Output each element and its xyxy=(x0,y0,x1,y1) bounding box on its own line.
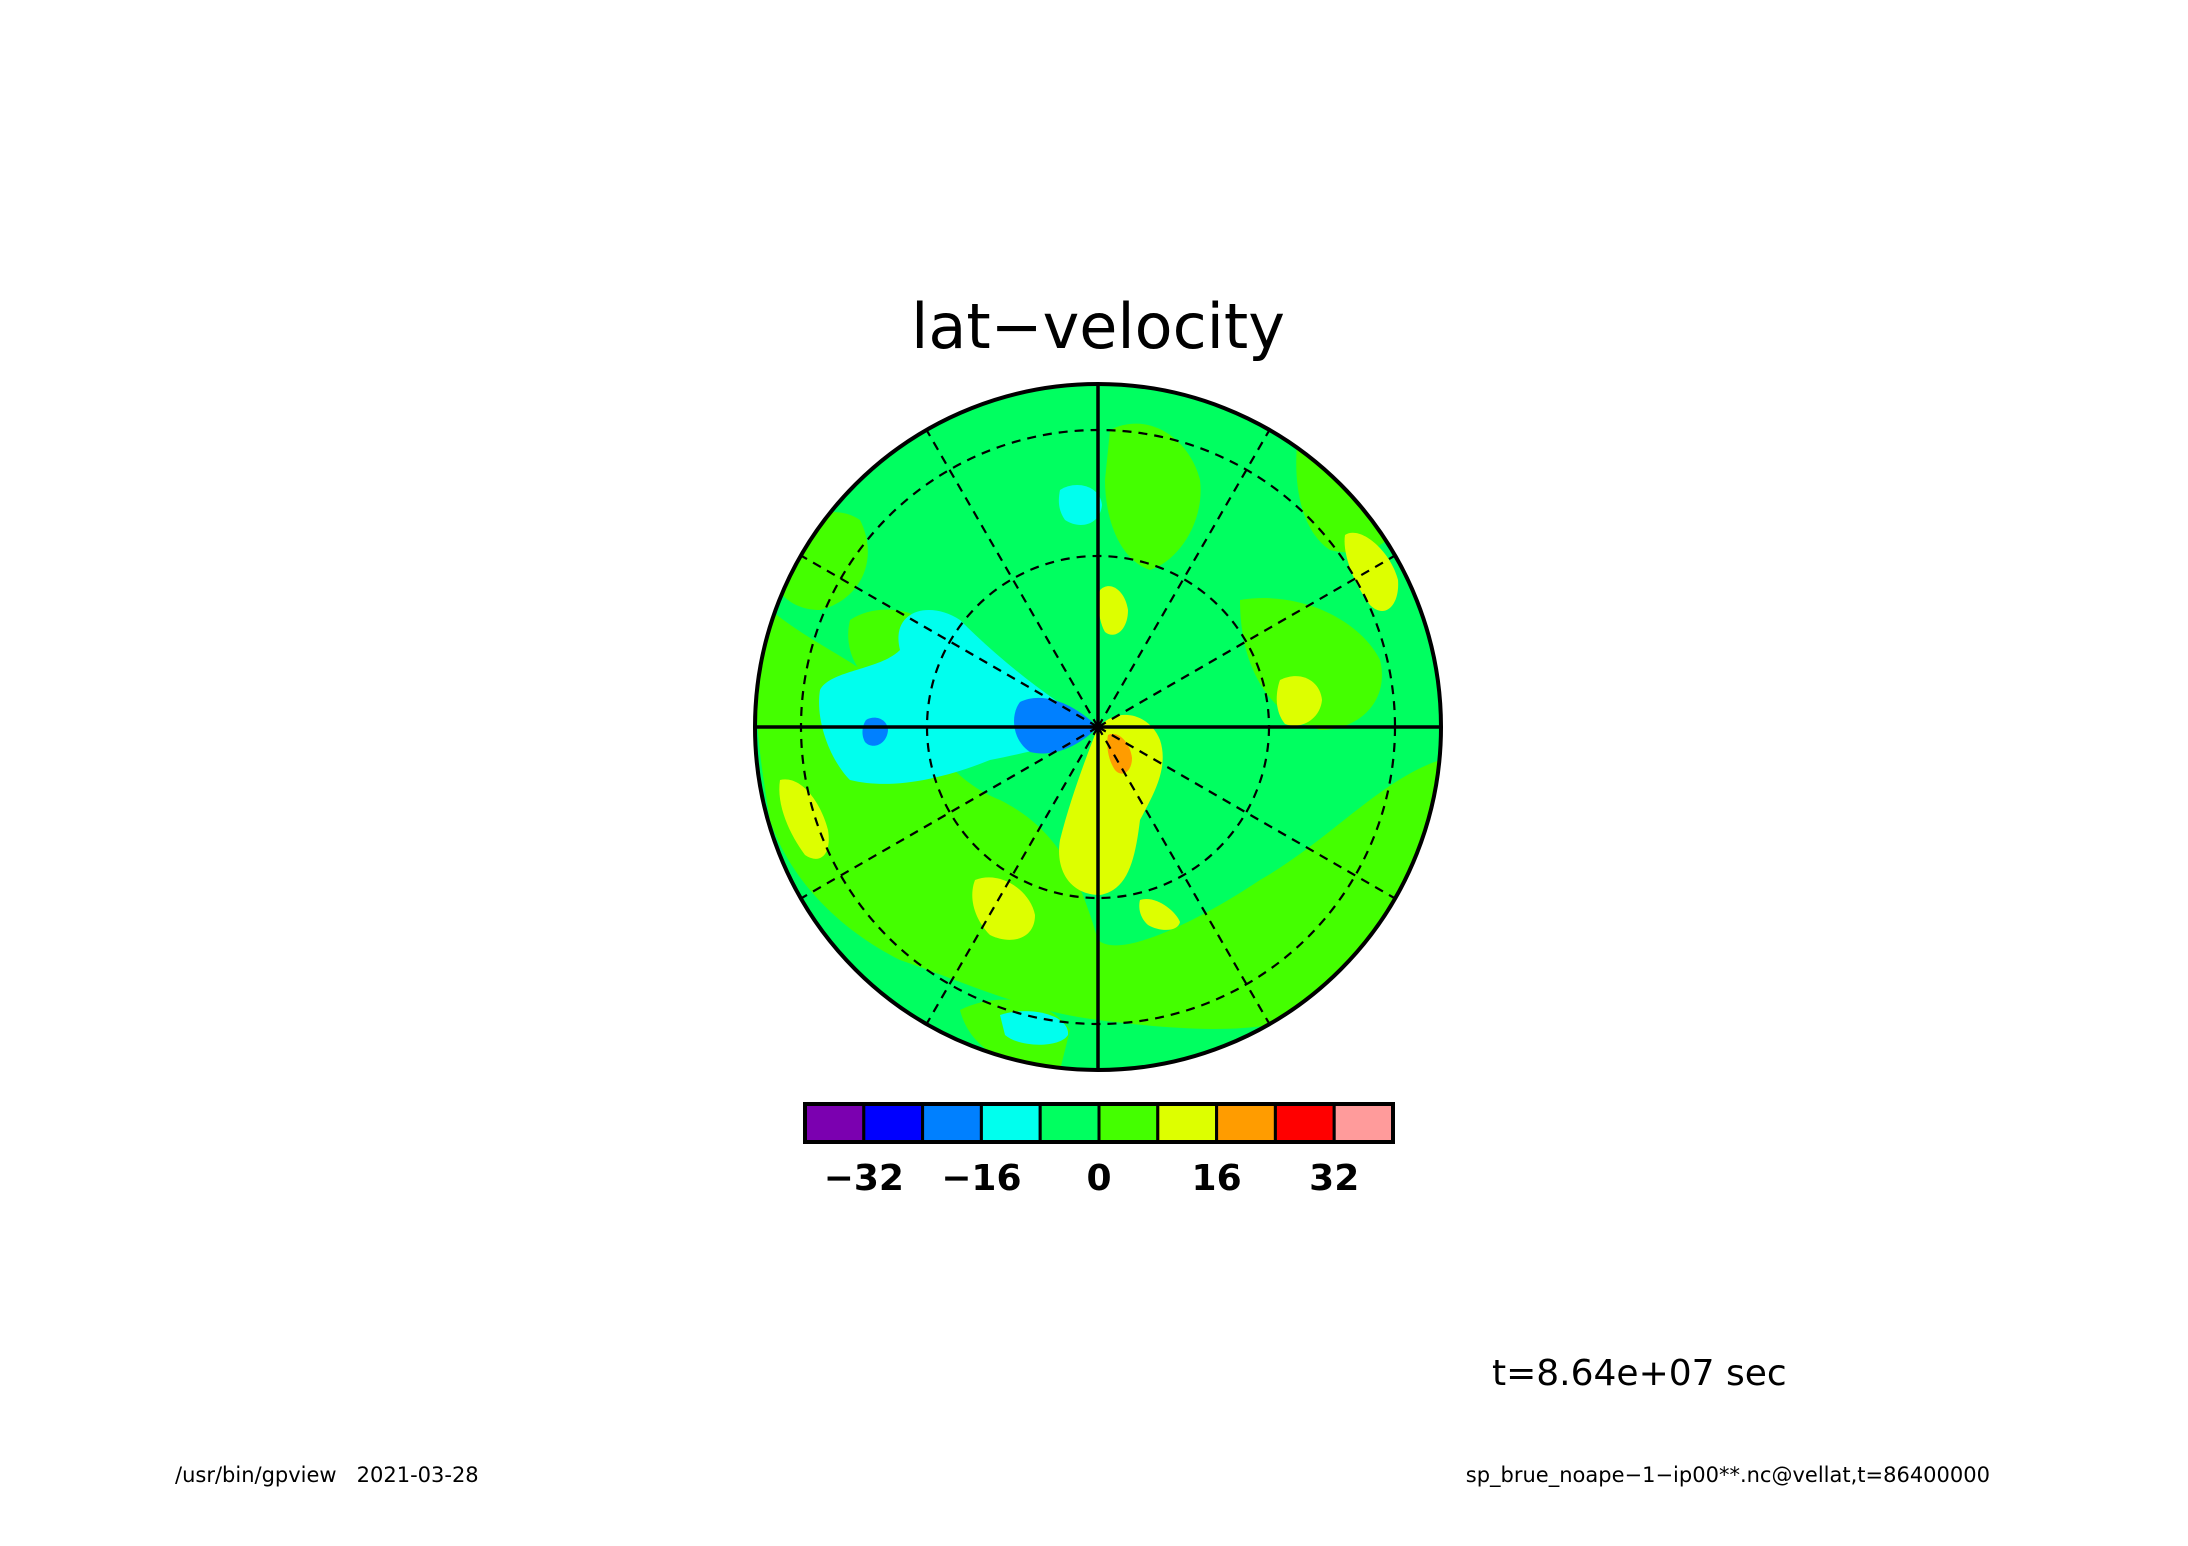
colorbar-swatch xyxy=(979,1102,1042,1144)
colorbar xyxy=(803,1102,1395,1144)
colorbar-tick-label: −16 xyxy=(941,1158,1021,1199)
contour-region xyxy=(755,600,1441,1029)
colorbar-swatch xyxy=(1273,1102,1336,1144)
footer-left: /usr/bin/gpview 2021-03-28 xyxy=(175,1463,479,1487)
contour-region xyxy=(862,717,888,746)
contour-region xyxy=(972,877,1035,940)
colorbar-tick-label: 32 xyxy=(1309,1158,1359,1199)
contour-region xyxy=(1276,676,1322,726)
map-boundary xyxy=(753,382,1443,1072)
contour-region xyxy=(1240,598,1382,730)
contour-region xyxy=(1344,532,1399,611)
colorbar-tick-label: −32 xyxy=(824,1158,904,1199)
colorbar-tick-label: 16 xyxy=(1192,1158,1242,1199)
contour-region xyxy=(1105,423,1201,570)
chart-title: lat−velocity xyxy=(911,290,1285,363)
map-grid xyxy=(753,382,1443,1072)
colorbar-swatch xyxy=(1156,1102,1219,1144)
colorbar-swatch xyxy=(1038,1102,1101,1144)
footer-right: sp_brue_noape−1−ip00**.nc@vellat,t=86400… xyxy=(1466,1463,1990,1488)
contour-region xyxy=(1098,586,1128,635)
contour-region xyxy=(1059,714,1163,895)
time-label: t=8.64e+07 sec xyxy=(1492,1353,1787,1394)
colorbar-swatch xyxy=(1332,1102,1395,1144)
colorbar-border xyxy=(803,1102,1395,1144)
contour-region xyxy=(779,779,829,859)
colorbar-swatch xyxy=(1215,1102,1277,1144)
colorbar-swatch xyxy=(1097,1102,1160,1144)
contour-region xyxy=(1139,899,1180,930)
colorbar-swatch xyxy=(862,1102,925,1144)
colorbar-swatch xyxy=(803,1102,866,1144)
colorbar-ticks: −32 −16 0 16 32 xyxy=(824,1158,1360,1199)
colorbar-swatch xyxy=(921,1102,983,1144)
colorbar-tick-label: 0 xyxy=(1086,1158,1111,1199)
contour-region xyxy=(1058,485,1102,525)
